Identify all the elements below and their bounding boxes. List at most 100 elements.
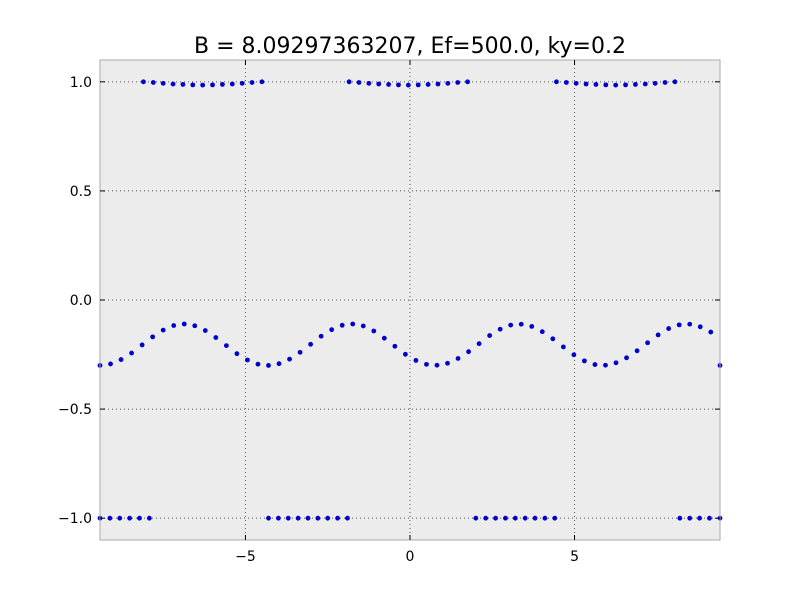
data-point [350, 321, 356, 327]
x-tick-label: −5 [235, 549, 256, 565]
data-point [593, 82, 599, 87]
data-point [476, 341, 482, 347]
data-point [445, 80, 451, 86]
data-point [146, 515, 152, 521]
data-point [127, 515, 133, 521]
x-tick-label: 5 [570, 549, 579, 565]
data-point [563, 80, 569, 85]
data-point [603, 362, 608, 368]
data-point [539, 329, 545, 335]
data-point [672, 79, 678, 85]
data-point [466, 349, 471, 355]
data-point [550, 336, 556, 342]
data-point [493, 515, 498, 521]
data-point [239, 80, 245, 86]
data-point [137, 515, 142, 521]
data-point [118, 357, 124, 362]
data-point [386, 82, 392, 87]
data-point [107, 515, 113, 521]
data-point [677, 515, 683, 521]
data-point [220, 82, 225, 87]
data-point [213, 335, 219, 340]
data-point [139, 342, 145, 348]
data-point [360, 323, 366, 329]
x-axis-ticks: −5 0 5 [235, 60, 579, 565]
data-point [245, 357, 250, 363]
data-point [181, 321, 187, 327]
data-point [402, 351, 408, 357]
data-point [234, 351, 240, 357]
data-point [623, 82, 628, 88]
data-point [603, 82, 609, 88]
data-point [366, 80, 372, 86]
data-point [285, 515, 291, 521]
data-point [582, 358, 587, 364]
data-point [652, 80, 658, 86]
data-point [676, 322, 682, 328]
data-point [645, 340, 651, 346]
data-point [571, 352, 577, 358]
data-point [108, 361, 113, 367]
data-point [371, 328, 377, 334]
data-point [455, 80, 461, 85]
data-points [97, 79, 723, 521]
data-point [229, 81, 235, 87]
data-point [117, 515, 123, 521]
data-point [425, 82, 431, 87]
data-point [435, 81, 441, 87]
data-point [396, 82, 401, 88]
data-point [150, 80, 156, 85]
data-point [170, 81, 176, 87]
data-point [445, 360, 450, 366]
data-point [266, 363, 271, 368]
data-point [497, 326, 503, 332]
data-point [329, 327, 335, 333]
data-point [512, 515, 518, 521]
data-point [259, 79, 265, 85]
data-point [275, 515, 281, 521]
data-point [424, 361, 429, 367]
data-point [297, 349, 303, 355]
data-point [318, 333, 324, 339]
data-point [276, 361, 282, 367]
data-point [325, 515, 331, 521]
data-point [708, 329, 714, 335]
data-point [624, 355, 629, 361]
data-point [202, 328, 208, 333]
data-point [613, 360, 619, 366]
data-point [518, 321, 524, 327]
data-point [503, 515, 508, 521]
data-point [532, 515, 538, 521]
chart-title: B = 8.09297363207, Ef=500.0, ky=0.2 [194, 34, 626, 59]
data-point [339, 322, 345, 328]
data-point [376, 81, 382, 87]
y-axis-ticks: 1.0 0.5 0.0 −0.5 −1.0 [58, 75, 720, 527]
data-point [583, 81, 589, 87]
y-tick-label: 1.0 [70, 75, 92, 91]
data-point [200, 82, 206, 88]
data-point [573, 80, 579, 86]
data-point [465, 79, 470, 85]
data-point [613, 82, 619, 88]
data-point [192, 323, 198, 329]
data-point [160, 327, 166, 333]
data-point [305, 515, 311, 521]
data-point [150, 334, 156, 340]
data-point [266, 515, 271, 521]
data-point [697, 324, 703, 330]
data-point [552, 515, 558, 521]
data-point [308, 341, 314, 347]
y-tick-label: −1.0 [58, 511, 92, 527]
data-point [335, 515, 341, 521]
data-point [687, 515, 693, 521]
data-point [483, 515, 489, 521]
data-point [508, 322, 514, 328]
data-point [522, 515, 528, 521]
data-point [287, 356, 292, 362]
y-tick-label: 0.0 [70, 293, 92, 309]
data-point [171, 323, 177, 328]
data-point [707, 515, 712, 521]
data-point [687, 321, 693, 327]
grid-lines [100, 60, 720, 540]
y-tick-label: −0.5 [58, 402, 92, 418]
